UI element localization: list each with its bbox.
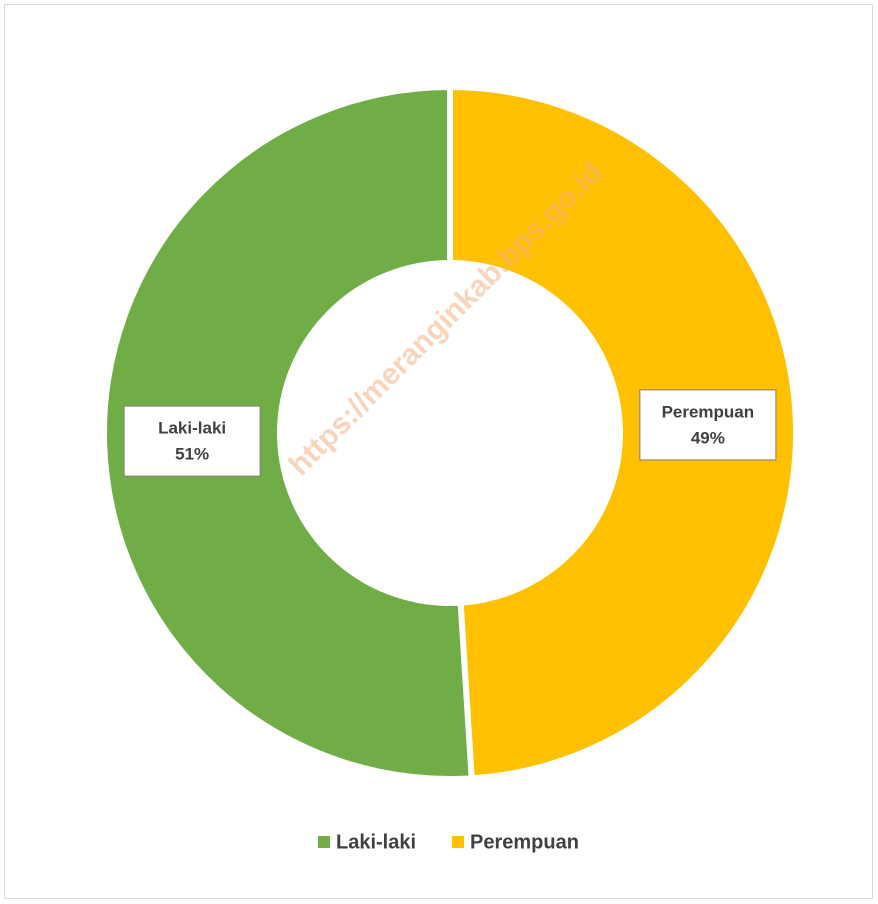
data-label-value: 51%: [175, 445, 209, 464]
data-label-name: Perempuan: [662, 402, 755, 421]
legend-swatch: [318, 836, 330, 848]
data-label-box: [639, 389, 777, 461]
legend: Laki-laki Perempuan: [318, 831, 579, 853]
legend-label: Perempuan: [470, 831, 579, 853]
slice: [101, 83, 475, 782]
donut: [101, 83, 799, 782]
legend-swatch: [452, 836, 464, 848]
data-labels: Laki-laki 51% Perempuan 49%: [123, 389, 777, 477]
data-label-value: 49%: [691, 428, 725, 447]
slice: [447, 83, 799, 782]
data-label-box: [123, 405, 261, 477]
data-label-name: Laki-laki: [158, 419, 226, 438]
legend-label: Laki-laki: [336, 831, 416, 853]
